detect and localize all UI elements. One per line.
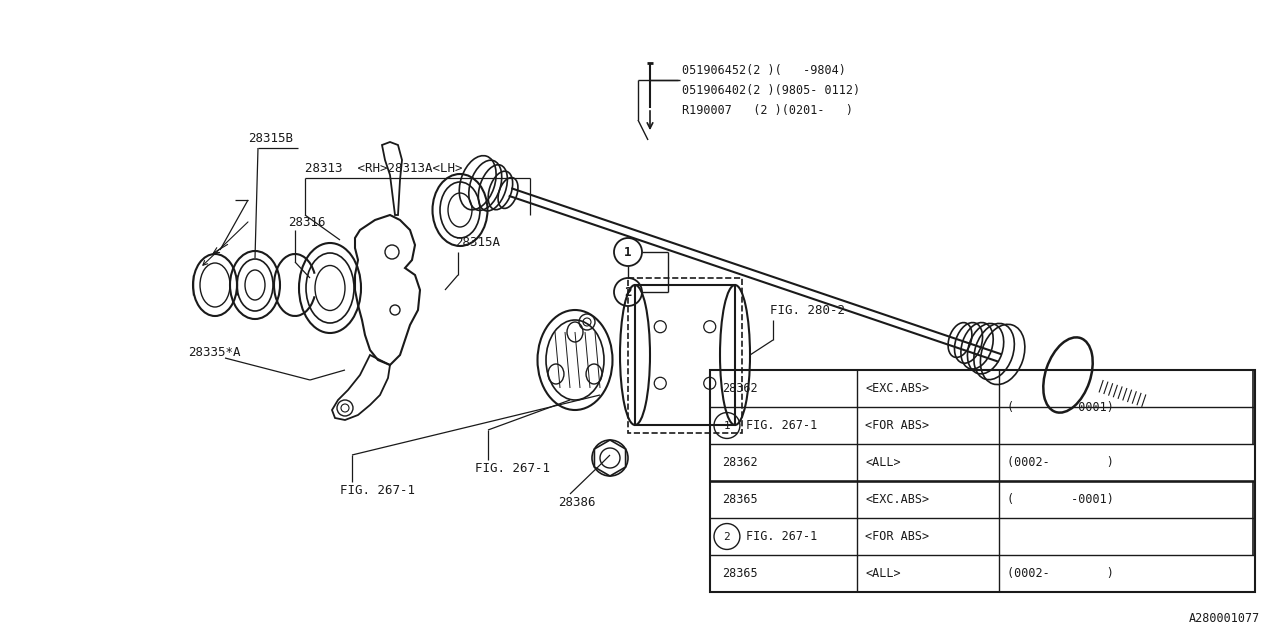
- Text: 28365: 28365: [722, 493, 758, 506]
- Text: A280001077: A280001077: [1189, 612, 1260, 625]
- Text: (        -0001): ( -0001): [1007, 493, 1114, 506]
- Text: <EXC.ABS>: <EXC.ABS>: [865, 493, 929, 506]
- Text: <EXC.ABS>: <EXC.ABS>: [865, 382, 929, 395]
- Text: 051906402(2 )(9805- 0112): 051906402(2 )(9805- 0112): [682, 83, 860, 97]
- Text: 2: 2: [723, 531, 731, 541]
- Text: 28362: 28362: [722, 456, 758, 469]
- Text: (0002-        ): (0002- ): [1007, 567, 1114, 580]
- Text: 28313  <RH>28313A<LH>: 28313 <RH>28313A<LH>: [305, 161, 462, 175]
- Text: 1: 1: [625, 246, 632, 259]
- Text: 28365: 28365: [722, 567, 758, 580]
- Text: 28315B: 28315B: [248, 131, 293, 145]
- Text: FIG. 267-1: FIG. 267-1: [475, 461, 550, 474]
- Text: <FOR ABS>: <FOR ABS>: [865, 419, 929, 432]
- Bar: [635, 285, 735, 425]
- Text: FIG. 280-2: FIG. 280-2: [771, 303, 845, 317]
- Text: 051906452(2 )(   -9804): 051906452(2 )( -9804): [682, 63, 846, 77]
- Text: 2: 2: [625, 285, 632, 298]
- Text: (        -0001): ( -0001): [1007, 401, 1114, 413]
- Text: R190007   (2 )(0201-   ): R190007 (2 )(0201- ): [682, 104, 852, 116]
- Text: (0002-        ): (0002- ): [1007, 456, 1114, 469]
- Text: 28386: 28386: [558, 495, 595, 509]
- Text: FIG. 267-1: FIG. 267-1: [746, 530, 817, 543]
- Bar: [710, 370, 1254, 592]
- Text: 28315A: 28315A: [454, 236, 500, 248]
- Bar: [628, 278, 742, 433]
- Text: FIG. 267-1: FIG. 267-1: [746, 419, 817, 432]
- Text: <ALL>: <ALL>: [865, 456, 901, 469]
- Text: 1: 1: [723, 420, 731, 431]
- Text: 28316: 28316: [288, 216, 325, 228]
- Text: 28335*A: 28335*A: [188, 346, 241, 358]
- Text: FIG. 267-1: FIG. 267-1: [340, 483, 415, 497]
- Text: <ALL>: <ALL>: [865, 567, 901, 580]
- Text: <FOR ABS>: <FOR ABS>: [865, 530, 929, 543]
- Text: 28362: 28362: [722, 382, 758, 395]
